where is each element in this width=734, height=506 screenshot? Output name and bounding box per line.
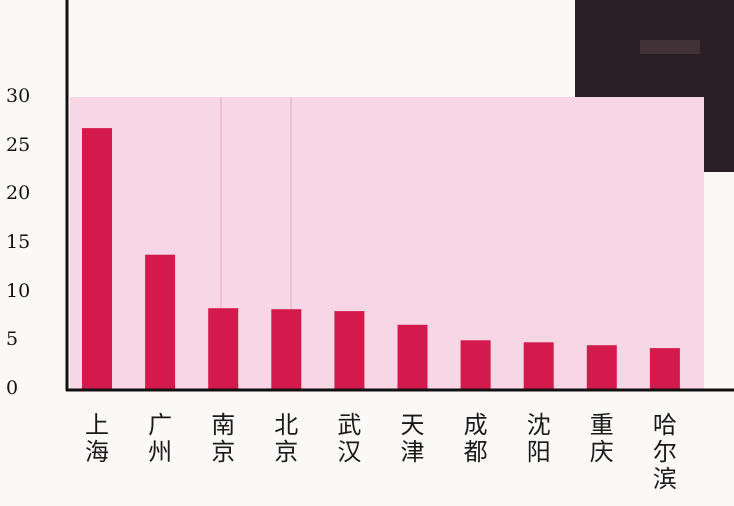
bar-2 <box>208 308 239 389</box>
x-category-label: 南京 <box>211 411 236 466</box>
y-tick-label: 10 <box>6 279 31 302</box>
x-category-label: 上海 <box>85 411 109 466</box>
y-tick-label: 30 <box>6 85 31 107</box>
bar-5 <box>397 324 428 389</box>
x-category-label: 哈尔滨 <box>652 411 677 493</box>
x-category-label: 沈阳 <box>526 411 551 466</box>
bar-8 <box>586 345 617 389</box>
x-category-label: 广州 <box>148 411 173 466</box>
bar-6 <box>460 340 491 389</box>
bar-1 <box>145 254 176 389</box>
bar-7 <box>523 342 554 389</box>
bar-4 <box>334 311 365 389</box>
x-category-label: 成都 <box>463 411 488 466</box>
y-tick-label: 25 <box>6 133 31 156</box>
bar-3 <box>271 309 302 389</box>
plot-panel <box>70 97 704 389</box>
y-tick-label: 5 <box>6 328 19 351</box>
y-tick-label: 15 <box>6 231 31 253</box>
x-category-label: 天津 <box>400 411 425 466</box>
y-tick-label: 20 <box>6 182 31 205</box>
photo-highlight <box>640 40 700 54</box>
x-category-label: 北京 <box>274 411 299 466</box>
bar-0 <box>82 128 112 389</box>
bar-9 <box>649 348 680 389</box>
y-tick-label: 0 <box>6 377 19 399</box>
x-category-label: 重庆 <box>589 411 614 466</box>
x-category-label: 武汉 <box>337 411 362 466</box>
